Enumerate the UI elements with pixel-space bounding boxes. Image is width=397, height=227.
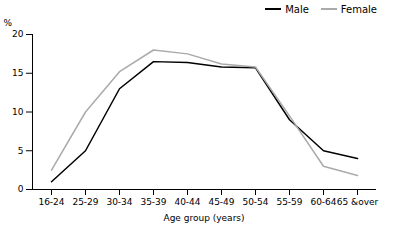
svg-text:60-64: 60-64: [310, 197, 336, 207]
svg-text:0: 0: [18, 184, 24, 194]
svg-text:5: 5: [18, 146, 24, 156]
svg-text:10: 10: [12, 107, 24, 117]
svg-text:40-44: 40-44: [174, 197, 200, 207]
svg-text:15: 15: [12, 68, 23, 78]
svg-text:25-29: 25-29: [72, 197, 98, 207]
svg-text:50-54: 50-54: [242, 197, 268, 207]
svg-text:55-59: 55-59: [276, 197, 302, 207]
svg-text:20: 20: [12, 29, 24, 39]
svg-text:Age group (years): Age group (years): [163, 213, 244, 223]
html-text:Male: Male: [285, 3, 309, 15]
svg-text:65 &over: 65 &over: [337, 197, 379, 207]
svg-text:30-34: 30-34: [106, 197, 132, 207]
svg-text:45-49: 45-49: [208, 197, 234, 207]
html-text:Female: Female: [340, 3, 377, 15]
svg-text:16-24: 16-24: [38, 197, 64, 207]
svg-text:%: %: [4, 18, 13, 28]
svg-text:35-39: 35-39: [140, 197, 166, 207]
